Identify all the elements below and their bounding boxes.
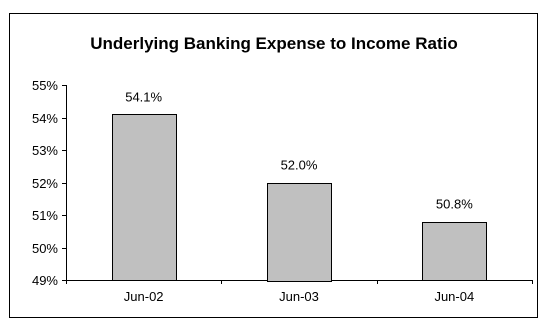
data-labels: 54.1% 52.0% 50.8%	[125, 89, 473, 211]
y-tick-label: 50%	[32, 241, 58, 256]
bar-data-label: 50.8%	[436, 197, 473, 212]
bar	[422, 222, 487, 281]
y-tick-label: 53%	[32, 143, 58, 158]
bar	[112, 114, 177, 281]
bar	[267, 183, 332, 282]
bar-series	[112, 114, 487, 282]
x-tick-label: Jun-03	[279, 289, 319, 304]
x-tick-label: Jun-04	[434, 289, 474, 304]
chart-title: Underlying Banking Expense to Income Rat…	[90, 34, 457, 53]
bar-data-label: 54.1%	[125, 89, 162, 104]
y-tick-label: 49%	[32, 273, 58, 288]
y-tick-label: 54%	[32, 111, 58, 126]
y-tick-label: 52%	[32, 176, 58, 191]
y-axis: 49% 50% 51% 52% 53% 54% 55%	[32, 78, 67, 288]
y-axis-ticks: 49% 50% 51% 52% 53% 54% 55%	[32, 78, 66, 288]
y-tick-label: 51%	[32, 208, 58, 223]
bar-data-label: 52.0%	[281, 158, 318, 173]
x-axis-ticks: Jun-02 Jun-03 Jun-04	[66, 280, 533, 304]
y-tick-label: 55%	[32, 78, 58, 93]
x-tick-label: Jun-02	[124, 289, 164, 304]
